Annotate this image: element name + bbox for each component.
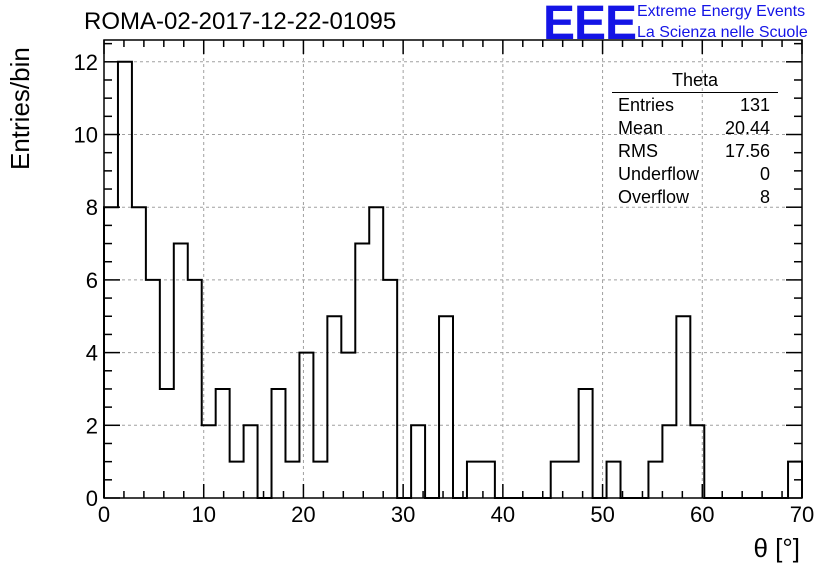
histogram-bin [230,462,244,498]
x-tick-label: 20 [291,502,315,527]
histogram-bin [313,462,327,498]
stats-value: 131 [739,95,770,115]
histogram-outline [103,60,803,499]
eee-logo: EEE [543,0,637,50]
y-tick-label: 4 [86,341,98,366]
histogram-bars [103,60,803,499]
histogram-bin [662,425,676,498]
histogram-bin [216,389,230,498]
histogram-bin [411,425,425,498]
stats-label: Overflow [618,187,690,207]
histogram-bin [383,280,397,498]
x-tick-label: 60 [690,502,714,527]
x-axis-label: θ [°] [753,533,800,563]
histogram-bin [299,353,313,498]
histogram-bin [676,316,690,498]
stats-row-mean: Mean 20.44 [612,117,778,140]
y-tick-label: 2 [86,413,98,438]
x-tick-label: 40 [491,502,515,527]
x-tick-label: 0 [98,502,110,527]
x-tick-label: 50 [590,502,614,527]
histogram-bin [579,389,593,498]
histogram-bin [467,462,481,498]
y-tick-label: 10 [74,123,98,148]
y-tick-label: 6 [86,268,98,293]
histogram-bin [285,462,299,498]
stats-row-overflow: Overflow 8 [612,186,778,209]
stats-row-rms: RMS 17.56 [612,140,778,163]
eee-logo-line2: La Scienza nelle Scuole [637,24,808,41]
histogram-bin [341,353,355,498]
histogram-bin [355,244,369,498]
stats-box: Theta Entries 131 Mean 20.44 RMS 17.56 U… [612,70,778,209]
x-tick-label: 70 [790,502,814,527]
stats-value: 20.44 [724,118,770,138]
y-tick-label: 12 [74,50,98,75]
stats-row-underflow: Underflow 0 [612,163,778,186]
histogram-bin [244,425,258,498]
x-tick-label: 30 [391,502,415,527]
y-tick-label: 0 [86,486,98,511]
stats-row-entries: Entries 131 [612,94,778,117]
stats-label: Mean [618,118,664,138]
stats-label: Underflow [618,164,700,184]
histogram-bin [188,280,202,498]
y-tick-label: 8 [86,195,98,220]
stats-value: 8 [759,187,770,207]
histogram-bin [327,316,341,498]
histogram-bin [565,462,579,498]
histogram-bin [174,244,188,498]
x-tick-label: 10 [191,502,215,527]
stats-value: 17.56 [724,141,770,161]
run-title: ROMA-02-2017-12-22-01095 [84,8,397,35]
histogram-bin [439,316,453,498]
histogram-bin [160,389,174,498]
stats-label: Entries [618,95,675,115]
stats-value: 0 [759,164,770,184]
axis-ticks [103,40,803,499]
plot-border [103,39,803,499]
stats-label: RMS [618,141,658,161]
y-axis-label: Entries/bin [5,47,35,170]
eee-logo-line1: Extreme Energy Events [637,3,806,20]
histogram-bin [272,389,286,498]
histogram-bin [146,280,160,498]
histogram-bin [607,462,621,498]
plot-frame [103,39,803,499]
histogram-bin [648,462,662,498]
stats-title: Theta [612,70,778,93]
tick-labels: 0 10 20 30 40 50 60 70 0 2 4 6 8 10 12 [74,50,815,527]
